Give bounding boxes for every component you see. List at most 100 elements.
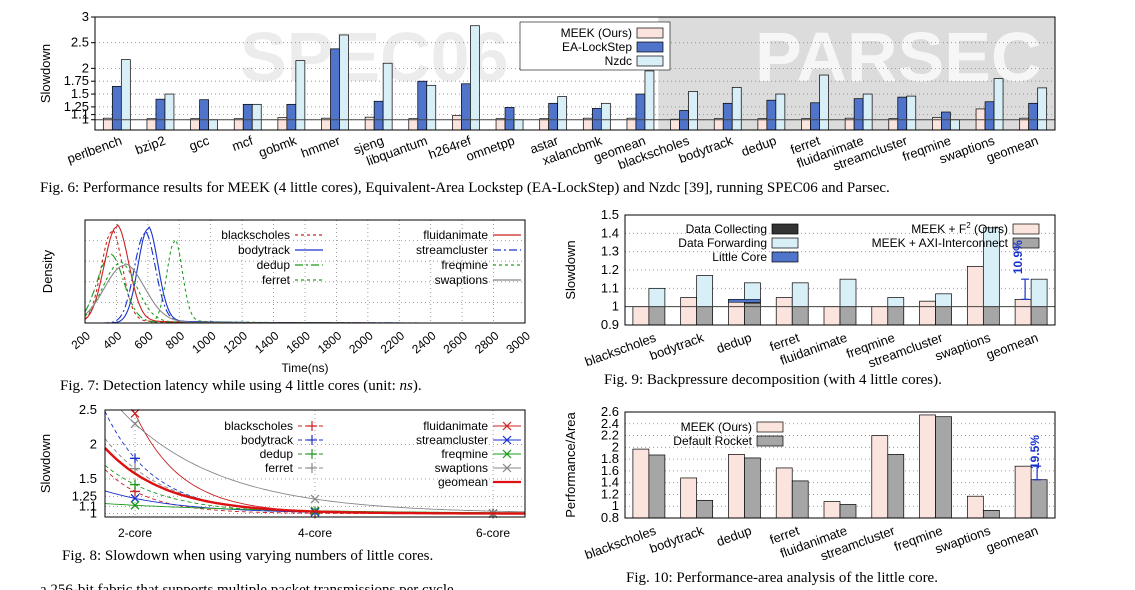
fig8-line-geomean bbox=[104, 447, 525, 515]
fig6-bar-nzdc bbox=[644, 70, 655, 131]
fig6-bar-meek-ours- bbox=[888, 118, 899, 131]
fig6-bar-nzdc bbox=[470, 25, 480, 131]
fig6-xtick-label: bzip2 bbox=[133, 133, 167, 158]
fig7-xtick-label: 1200 bbox=[221, 328, 251, 356]
fig6-bar-meek-ours- bbox=[190, 118, 200, 131]
fig7-xtick-label: 1400 bbox=[252, 328, 282, 356]
fig6-bar-ea-lockstep bbox=[461, 83, 471, 131]
fig10-ytick-label: 0.8 bbox=[601, 510, 619, 525]
fig7-legend-label: ferret bbox=[262, 273, 291, 287]
fig7-xtick-label: 2000 bbox=[346, 328, 376, 356]
fig8-legend-marker bbox=[502, 463, 512, 473]
fig7-legend-label: dedup bbox=[257, 258, 291, 272]
fig6-bar-ea-lockstep bbox=[853, 98, 864, 131]
fig8-frame bbox=[104, 409, 526, 518]
fig10-bar-meek-ours- bbox=[966, 495, 984, 519]
fig10-frame bbox=[624, 411, 1056, 519]
fig8-ytick-label: 1 bbox=[90, 506, 97, 521]
fig9-bar-data-forwarding bbox=[1030, 278, 1048, 308]
fig7-xtick-label: 2600 bbox=[441, 328, 471, 356]
fig8-marker-swaptions bbox=[310, 494, 320, 504]
fig6-bar-ea-lockstep bbox=[1028, 102, 1039, 131]
fig6-bar-meek-ours- bbox=[539, 118, 550, 131]
fig9-bar-axi-base bbox=[648, 306, 666, 326]
fig6-bar-nzdc bbox=[600, 102, 611, 131]
fig10-ytick-label: 2.6 bbox=[601, 404, 619, 419]
fig9-frame bbox=[624, 214, 1056, 326]
fig10-xtick-label: geomean bbox=[984, 523, 1040, 556]
fig10-bar-meek-ours- bbox=[728, 454, 745, 519]
fig8-legend-label: streamcluster bbox=[416, 433, 488, 447]
fig6-bar-nzdc bbox=[993, 78, 1004, 131]
fig6-bar-meek-ours- bbox=[364, 116, 375, 131]
fig8-marker-ferret bbox=[130, 463, 140, 474]
fig6-bar-ea-lockstep bbox=[591, 108, 602, 131]
fig9-xtick-label: dedup bbox=[714, 330, 753, 356]
fig8-legend-label: ferret bbox=[265, 461, 294, 475]
fig10-caption: Fig. 10: Performance-area analysis of th… bbox=[626, 570, 938, 586]
fig8-xtick-label: 4-core bbox=[298, 526, 332, 540]
fig9-legend-label: Data Collecting bbox=[686, 222, 767, 236]
fig9-bar-meek-f2 bbox=[728, 298, 745, 326]
fig9-bar-axi-base bbox=[935, 306, 952, 326]
fig9-bar-data-forwarding bbox=[791, 282, 809, 308]
fig9-legend-swatch bbox=[771, 223, 799, 235]
fig7-xtick-label: 2400 bbox=[409, 328, 439, 356]
fig6-bar-meek-ours- bbox=[670, 118, 680, 131]
fig10-bar-default-rocket bbox=[696, 499, 714, 519]
fig10-legend-swatch bbox=[756, 435, 784, 447]
fig10-bar-meek-ours- bbox=[680, 477, 698, 519]
fig6-xtick-label: hmmer bbox=[299, 132, 343, 160]
fig6-ytick-label: 2.5 bbox=[71, 35, 89, 50]
fig8-marker-streamcluster bbox=[130, 493, 140, 503]
fig8-marker-dedup bbox=[130, 479, 140, 490]
fig8-line-bodytrack bbox=[104, 411, 525, 514]
fig10-annotation-label: 19.5% bbox=[1028, 435, 1042, 469]
fig10-bar-default-rocket bbox=[982, 509, 1000, 519]
fig9-bar-data-forwarding bbox=[696, 275, 714, 308]
fig9-legend-swatch bbox=[1012, 237, 1040, 249]
fig10-legend-swatch bbox=[756, 421, 784, 433]
fig6-legend-label: Nzdc bbox=[605, 54, 632, 68]
fig6-bar-ea-lockstep bbox=[417, 80, 428, 131]
fig8-legend-marker bbox=[307, 463, 317, 473]
fig9-bar-little-core bbox=[728, 299, 761, 303]
fig8-legend-marker bbox=[502, 435, 512, 445]
fig10-ytick-label: 2 bbox=[612, 439, 619, 454]
fig9-annotation-label: 10.9% bbox=[1011, 240, 1025, 274]
fig6-ytick-label: 1.1 bbox=[71, 107, 89, 122]
fig6-bar-ea-lockstep bbox=[548, 102, 559, 131]
fig6-bar-ea-lockstep bbox=[242, 103, 253, 131]
fig9-legend-swatch bbox=[771, 237, 799, 249]
fig6-frame bbox=[94, 16, 1056, 131]
fig6-bar-ea-lockstep bbox=[766, 99, 777, 131]
fig7-xtick-label: 2200 bbox=[378, 328, 408, 356]
fig7-legend-label: fluidanimate bbox=[423, 228, 488, 242]
fig10-bar-meek-ours- bbox=[775, 467, 793, 519]
fig9-bar-data-forwarding bbox=[935, 293, 952, 308]
fig6-bar-ea-lockstep bbox=[984, 101, 995, 131]
fig9-legend-label: Little Core bbox=[712, 250, 767, 264]
fig6-xtick-label: dedup bbox=[739, 133, 778, 159]
fig7-xtick-label: 3000 bbox=[503, 328, 533, 356]
fig10-legend-label: Default Rocket bbox=[673, 434, 752, 448]
fig6-ytick-label: 1.25 bbox=[64, 99, 89, 114]
fig9-ytick-label: 1.1 bbox=[601, 280, 619, 295]
fig6-bar-meek-ours- bbox=[233, 118, 244, 131]
fig10-bar-meek-ours- bbox=[1014, 465, 1032, 519]
fig6-bar-ea-lockstep bbox=[286, 103, 297, 131]
fig6-bar-nzdc bbox=[819, 74, 829, 131]
fig10-ytick-label: 1 bbox=[612, 498, 619, 513]
fig8-legend-marker bbox=[502, 421, 512, 431]
fig6-legend-label: MEEK (Ours) bbox=[561, 26, 632, 40]
fig6-bar-nzdc bbox=[557, 96, 568, 131]
fig8-legend-label: freqmine bbox=[441, 447, 488, 461]
fig6-ylabel: Slowdown bbox=[38, 44, 53, 103]
fig9-bar-meek-f2 bbox=[632, 306, 650, 326]
fig8-xtick-label: 2-core bbox=[118, 526, 152, 540]
fig7-xtick-label: 1600 bbox=[283, 328, 313, 356]
fig6-ytick-label: 1 bbox=[82, 112, 89, 127]
fig6-bar-ea-lockstep bbox=[111, 85, 122, 131]
fig6-bar-ea-lockstep bbox=[373, 100, 384, 131]
fig10-xtick-label: dedup bbox=[714, 523, 753, 549]
